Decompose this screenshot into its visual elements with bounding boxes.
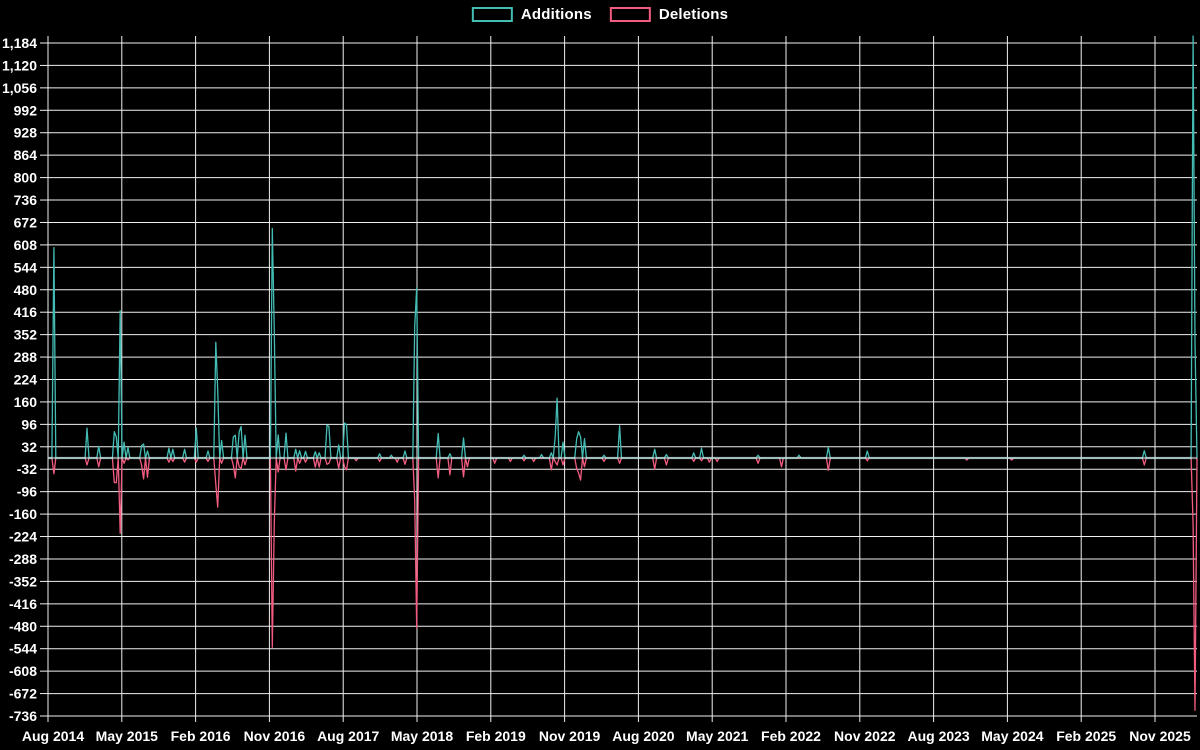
y-tick-label: 32 [21,439,37,455]
y-tick-label: 608 [14,237,38,253]
y-tick-label: 288 [14,349,38,365]
y-tick-label: 416 [14,304,38,320]
y-tick-label: 736 [14,192,38,208]
y-tick-label: 352 [14,327,38,343]
x-tick-label: Nov 2022 [834,728,896,744]
x-tick-label: May 2015 [96,728,158,744]
y-tick-label: -608 [9,663,37,679]
y-tick-label: -224 [9,529,37,545]
y-tick-label: 992 [14,102,38,118]
axis-labels: 1,184 1,120 1,056 992 928 864 800 736 672 608 544 4… [2,35,1191,744]
x-tick-label: May 2021 [686,728,748,744]
x-tick-label: Nov 2025 [1129,728,1191,744]
y-tick-label: 1,184 [2,35,37,51]
y-tick-label: 96 [21,416,37,432]
x-tick-label: Feb 2025 [1056,728,1116,744]
y-tick-label: -416 [9,596,37,612]
y-tick-label: -544 [9,641,37,657]
y-tick-label: 928 [14,125,38,141]
y-tick-label: 1,120 [2,57,37,73]
y-tick-label: -736 [9,708,37,724]
legend-label-deletions: Deletions [658,6,729,23]
grid [40,36,1197,722]
additions-line [48,35,1198,459]
y-tick-label: 1,056 [2,80,37,96]
y-tick-label: 864 [14,147,38,163]
legend-label-additions: Additions [520,6,592,23]
x-tick-label: Aug 2014 [22,728,84,744]
y-tick-label: -288 [9,551,37,567]
y-tick-label: 800 [14,170,38,186]
y-tick-label: 480 [14,282,38,298]
y-tick-label: -32 [17,461,37,477]
y-tick-label: 160 [14,394,38,410]
x-tick-label: Feb 2019 [466,728,526,744]
x-tick-label: May 2024 [981,728,1043,744]
y-tick-label: -480 [9,618,37,634]
legend-item-additions[interactable]: Additions [471,6,592,23]
y-tick-label: -352 [9,573,37,589]
x-tick-label: Feb 2016 [171,728,231,744]
x-tick-label: Aug 2023 [907,728,969,744]
x-tick-label: Aug 2020 [612,728,674,744]
y-tick-label: 672 [14,214,38,230]
x-tick-label: Nov 2019 [539,728,601,744]
legend-item-deletions[interactable]: Deletions [609,6,729,23]
y-tick-label: -672 [9,686,37,702]
deletions-line [48,457,1198,712]
y-tick-label: -96 [17,484,37,500]
x-tick-label: Aug 2017 [317,728,379,744]
y-tick-label: 544 [14,259,38,275]
x-tick-label: May 2018 [391,728,453,744]
deletions-swatch-icon [609,7,651,22]
y-tick-label: 224 [14,372,38,388]
x-tick-label: Nov 2016 [244,728,306,744]
additions-swatch-icon [471,7,513,22]
y-tick-label: -160 [9,506,37,522]
chart-legend: Additions Deletions [471,6,729,23]
x-tick-label: Feb 2022 [761,728,821,744]
